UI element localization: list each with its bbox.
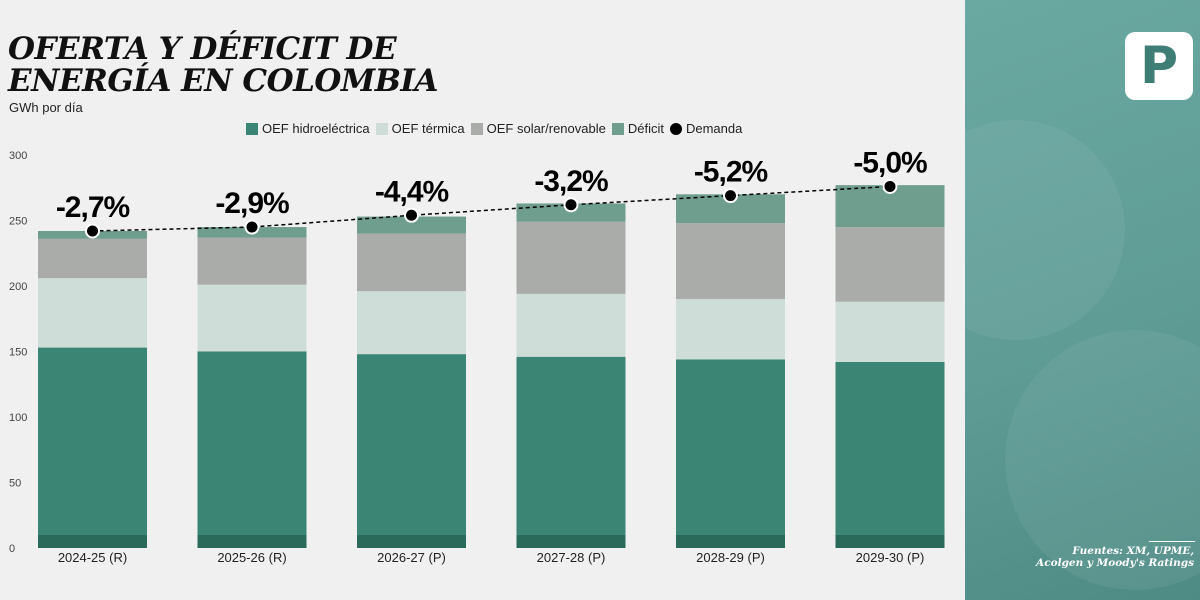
legend-label-hidro: OEF hidroeléctrica: [262, 121, 370, 136]
bar-segment-hidro: [38, 347, 147, 548]
sources-line-2: Acolgen y Moody's Ratings: [1036, 557, 1194, 569]
chart-title-line-1: OFERTA Y DÉFICIT DE: [8, 31, 397, 67]
y-tick-label: 50: [9, 478, 21, 490]
bar-segment-termica: [197, 284, 307, 352]
bar-base-stripe: [835, 535, 945, 548]
decorative-bubble: [965, 120, 1125, 340]
chart-title-line-2: ENERGÍA EN COLOMBIA: [8, 63, 438, 99]
sources-note: Fuentes: XM, UPME, Acolgen y Moody's Rat…: [974, 545, 1194, 569]
bar-base-stripe: [357, 535, 466, 548]
deficit-percent-label: -2,9%: [215, 187, 289, 220]
legend-swatch-solar: [470, 122, 483, 135]
legend-label-solar: OEF solar/renovable: [486, 121, 606, 136]
chart-area: OFERTA Y DÉFICIT DE ENERGÍA EN COLOMBIA …: [8, 33, 945, 565]
legend-label-demanda: Demanda: [685, 121, 743, 136]
bar-segment-termica: [357, 291, 466, 355]
x-tick-label: 2026-27 (P): [377, 550, 446, 565]
legend-swatch-termica: [375, 122, 388, 135]
deficit-percent-label: -4,4%: [375, 175, 449, 208]
deficit-percent-label: -5,0%: [853, 146, 927, 179]
sources-divider: [1149, 541, 1195, 542]
bar-base-stripe: [197, 535, 307, 548]
y-tick-label: 150: [9, 347, 27, 359]
x-tick-label: 2024-25 (R): [58, 550, 127, 565]
bar-segment-solar: [516, 221, 626, 294]
x-tick-label: 2029-30 (P): [856, 550, 925, 565]
demand-line: [92, 185, 891, 232]
x-tick-label: 2028-29 (P): [696, 550, 765, 565]
bar-segment-termica: [676, 299, 785, 360]
bar-segment-solar: [835, 227, 945, 302]
bar-segment-hidro: [676, 359, 785, 548]
bar-segment-deficit: [516, 203, 626, 222]
legend-item-demanda: Demanda: [669, 121, 743, 136]
bar-segment-solar: [357, 233, 466, 292]
bar-segment-hidro: [516, 356, 626, 548]
bar-segment-termica: [38, 278, 147, 348]
y-tick-label: 250: [9, 216, 27, 228]
demand-point: [723, 188, 738, 204]
y-tick-label: 200: [9, 281, 27, 293]
bar-base-stripe: [676, 535, 785, 548]
bar-segment-termica: [516, 293, 626, 357]
legend-item-deficit: Déficit: [611, 121, 664, 136]
deficit-percent-label: -3,2%: [534, 165, 608, 198]
legend-dot-demanda: [669, 122, 682, 135]
plot-area: 0 50 100 150 200 250 300 2024-25 (R) 2025-26 (R)…: [9, 146, 945, 565]
x-tick-label: 2025-26 (R): [217, 550, 286, 565]
side-panel: P: [965, 0, 1200, 600]
demand-point: [404, 207, 419, 223]
bar-segment-hidro: [197, 351, 307, 548]
legend-label-termica: OEF térmica: [391, 121, 465, 136]
bar-base-stripe: [38, 535, 147, 548]
bar-segment-solar: [676, 223, 785, 300]
brand-logo-letter: P: [1139, 36, 1179, 96]
brand-logo: P: [1125, 32, 1193, 100]
legend-item-termica: OEF térmica: [375, 121, 465, 136]
demand-point: [85, 223, 100, 239]
bar-segment-hidro: [357, 354, 466, 548]
decorative-bubble: [1005, 330, 1200, 590]
bar-segment-deficit: [357, 216, 466, 234]
legend-swatch-deficit: [611, 122, 624, 135]
bar-segment-termica: [835, 301, 945, 362]
y-tick-label: 300: [9, 150, 27, 162]
legend-item-hidro: OEF hidroeléctrica: [246, 121, 370, 136]
bar-segment-solar: [197, 237, 307, 285]
demand-point: [244, 219, 260, 235]
y-tick-label: 0: [9, 543, 15, 555]
bar-base-stripe: [516, 535, 626, 548]
demand-point: [882, 178, 898, 194]
y-axis-unit-label: GWh por día: [9, 100, 83, 115]
bar-segment-solar: [38, 238, 147, 279]
chart-title: OFERTA Y DÉFICIT DE ENERGÍA EN COLOMBIA: [8, 33, 438, 97]
bar-segment-hidro: [835, 361, 945, 548]
deficit-percent-label: -5,2%: [694, 156, 768, 189]
legend: OEF hidroeléctrica OEF térmica OEF solar…: [246, 121, 748, 136]
y-tick-label: 100: [9, 412, 27, 424]
deficit-percent-label: -2,7%: [56, 191, 130, 224]
legend-swatch-hidro: [246, 122, 258, 135]
legend-item-solar: OEF solar/renovable: [470, 121, 606, 136]
x-tick-label: 2027-28 (P): [537, 550, 606, 565]
sources-line-1: Fuentes: XM, UPME,: [1072, 545, 1194, 557]
legend-label-deficit: Déficit: [627, 121, 664, 136]
demand-point: [563, 197, 579, 213]
